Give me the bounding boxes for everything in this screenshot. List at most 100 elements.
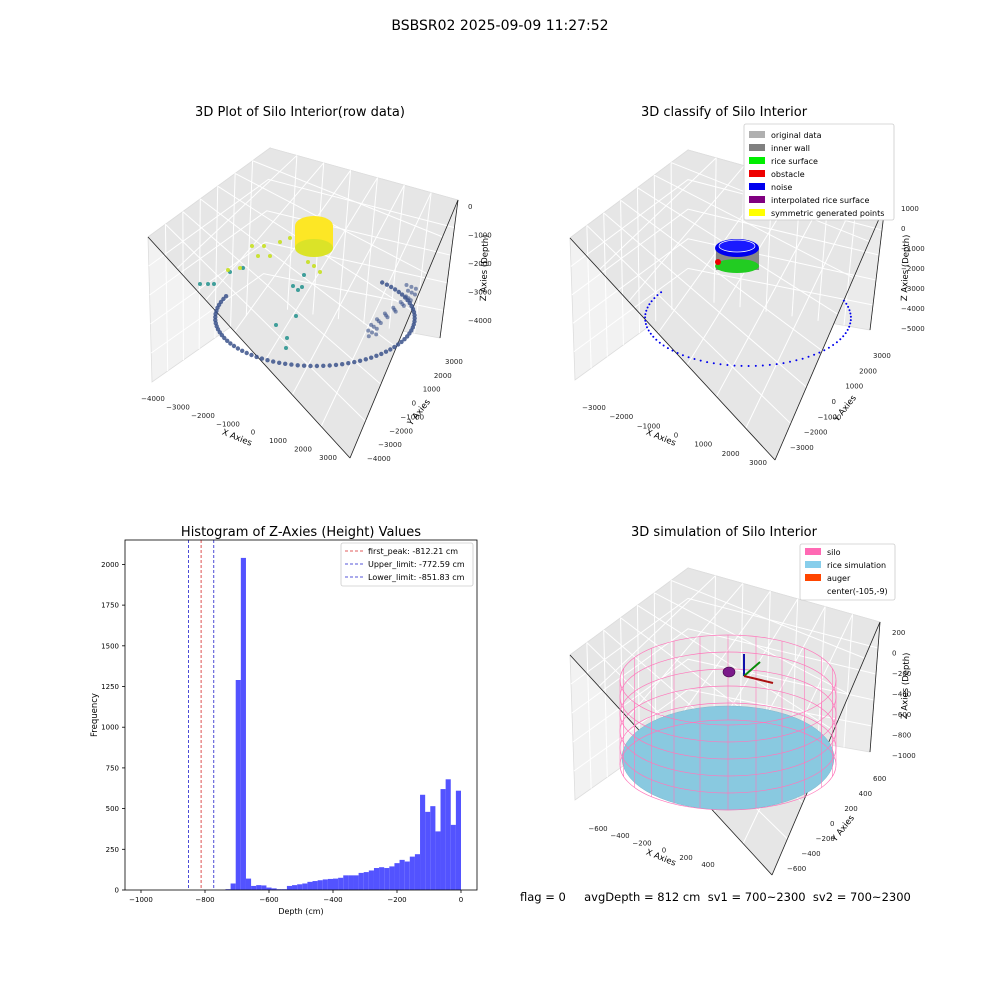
y-tick-label: 0 — [830, 820, 834, 828]
x-tick-label: −600 — [259, 896, 278, 904]
y-tick-label: 200 — [844, 805, 857, 813]
data-point — [302, 273, 306, 277]
hist-bar — [256, 885, 262, 890]
noise-point — [795, 359, 798, 362]
noise-point — [650, 300, 653, 303]
data-point — [369, 355, 374, 360]
y-tick-label: 1000 — [101, 724, 119, 732]
grid-line — [572, 658, 875, 743]
data-point — [249, 352, 254, 358]
legend-box — [743, 123, 895, 221]
y-tick-label: 1000 — [423, 386, 441, 394]
data-point — [374, 332, 379, 337]
grid-line — [205, 162, 325, 301]
grid-line — [337, 170, 352, 320]
legend-swatch — [749, 196, 765, 203]
y-tick-label: −2000 — [804, 429, 828, 437]
plot-frame — [124, 539, 478, 891]
data-point — [378, 321, 383, 325]
noise-point — [644, 316, 647, 319]
noise-point — [849, 319, 852, 322]
data-point — [274, 323, 278, 327]
legend-label: Upper_limit: -772.59 cm — [368, 560, 465, 569]
data-point — [271, 359, 276, 364]
noise-point — [656, 294, 659, 297]
data-point — [231, 343, 237, 349]
y-tick-label: −1000 — [400, 413, 424, 421]
data-point — [254, 354, 259, 360]
y-tick-label: 2000 — [859, 367, 877, 375]
noise-point — [644, 319, 647, 322]
grid-line — [654, 592, 850, 695]
x-tick-label: 2000 — [294, 446, 312, 454]
legend-label: rice simulation — [827, 561, 886, 570]
data-point — [244, 350, 249, 356]
legend-swatch — [749, 144, 765, 151]
noise-point — [649, 332, 652, 335]
hist-bar — [379, 867, 385, 890]
data-point — [268, 254, 272, 258]
z-tick-label: −3000 — [901, 285, 925, 293]
y-tick-label: 0 — [832, 398, 836, 406]
y-tick-label: 500 — [106, 805, 119, 813]
noise-point — [676, 352, 679, 354]
hist-bar — [363, 872, 369, 890]
x-tick-label: 400 — [701, 861, 714, 869]
grid-line — [739, 583, 744, 730]
z-axis-line — [439, 199, 459, 339]
hist-bar — [230, 883, 236, 890]
y-tick-label: 750 — [106, 764, 119, 772]
center-axis-y — [743, 661, 761, 677]
data-point — [412, 316, 417, 321]
hist-bar — [343, 875, 349, 890]
z-tick-label: −1000 — [892, 752, 916, 760]
noise-point — [726, 364, 729, 366]
hist-bar — [276, 889, 282, 890]
y-tick-label: −400 — [801, 850, 820, 858]
x-tick-label: 200 — [679, 854, 692, 862]
data-point — [340, 362, 345, 367]
grid-line — [573, 267, 874, 353]
center-marker — [722, 666, 736, 678]
grid-line — [603, 212, 807, 388]
noise-point — [768, 363, 771, 366]
noise-point — [761, 364, 764, 367]
data-point — [333, 362, 339, 368]
legend-swatch — [749, 170, 765, 177]
hist-bar — [348, 875, 354, 890]
noise-point — [847, 305, 850, 308]
silo-wireframe — [619, 634, 837, 811]
data-point — [401, 303, 406, 308]
y-tick-label: −3000 — [378, 441, 402, 449]
grid-line — [234, 169, 351, 333]
x-tick-label: 1000 — [269, 437, 287, 445]
grid-line — [252, 160, 443, 238]
hist-bar — [420, 794, 426, 890]
y-tick-label: 3000 — [445, 358, 463, 366]
data-point — [238, 266, 242, 270]
z-tick-label: −600 — [892, 711, 911, 719]
noise-point — [848, 325, 851, 328]
data-point — [396, 289, 401, 295]
x-tick-label: 3000 — [319, 454, 337, 462]
x-tick-label: −800 — [195, 896, 214, 904]
data-point — [288, 236, 292, 240]
grid-line — [230, 173, 236, 328]
data-point — [306, 260, 310, 264]
data-point — [379, 351, 384, 357]
data-point — [285, 336, 289, 340]
hist-bar — [225, 889, 231, 890]
noise-point — [662, 344, 665, 347]
hist-bar — [394, 863, 400, 890]
data-point — [223, 294, 229, 299]
grid-line — [636, 187, 641, 334]
noise-point — [658, 341, 661, 344]
noise-point — [807, 355, 810, 358]
x-tick-label: −400 — [323, 896, 342, 904]
hist-bar — [286, 885, 293, 890]
data-point — [198, 282, 202, 286]
data-cluster — [295, 239, 333, 257]
grid-line — [182, 211, 382, 385]
hist-bar — [317, 880, 323, 890]
noise-point — [646, 306, 649, 309]
